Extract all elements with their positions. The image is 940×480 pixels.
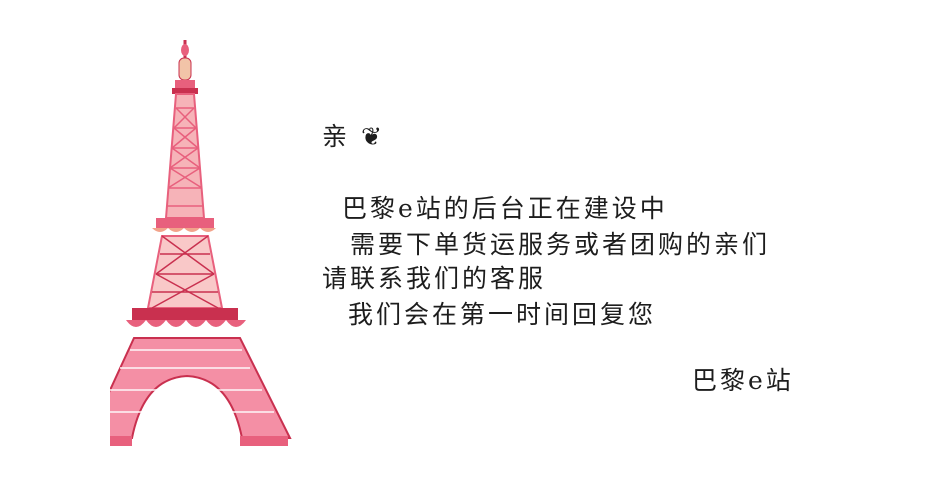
message-line-3: 请联系我们的客服 — [322, 264, 547, 293]
message-line-1: 巴黎e站的后台正在建设中 — [342, 194, 668, 223]
eiffel-tower-icon — [86, 40, 292, 446]
eiffel-tower-illustration — [86, 38, 310, 458]
greeting-text: 亲 ❦ — [322, 122, 385, 151]
message-block: 亲 ❦ 巴黎e站的后台正在建设中 需要下单货运服务或者团购的亲们 请联系我们的客… — [320, 0, 920, 480]
signature-text: 巴黎e站 — [692, 366, 794, 395]
message-line-4: 我们会在第一时间回复您 — [348, 300, 657, 329]
message-line-2: 需要下单货运服务或者团购的亲们 — [350, 230, 771, 259]
